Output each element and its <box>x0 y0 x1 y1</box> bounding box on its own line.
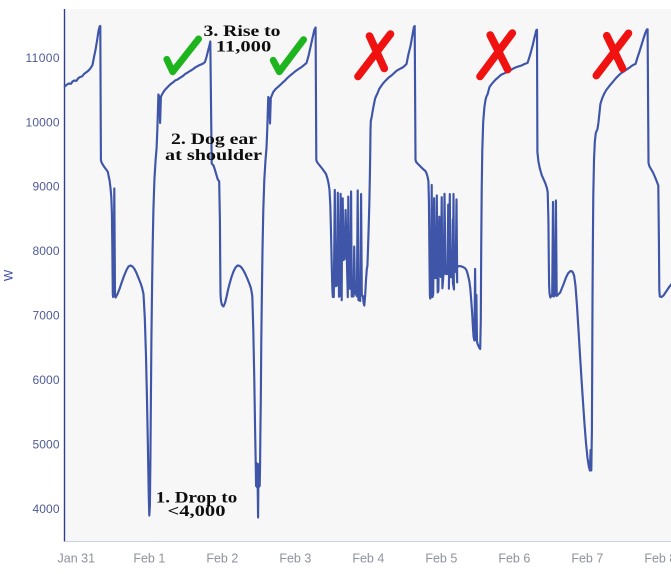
svg-text:9000: 9000 <box>33 180 60 194</box>
svg-text:6000: 6000 <box>33 373 60 387</box>
svg-text:8000: 8000 <box>33 244 60 258</box>
svg-text:2. Dog ear: 2. Dog ear <box>171 131 257 148</box>
svg-text:Feb 2: Feb 2 <box>206 552 238 566</box>
svg-text:11000: 11000 <box>26 51 60 65</box>
svg-text:Feb 8: Feb 8 <box>644 552 671 566</box>
svg-text:Feb 3: Feb 3 <box>279 552 311 566</box>
svg-text:Feb 1: Feb 1 <box>133 552 165 566</box>
svg-text:10000: 10000 <box>26 115 60 129</box>
svg-text:at shoulder: at shoulder <box>165 147 262 164</box>
svg-text:3. Rise to: 3. Rise to <box>204 23 281 40</box>
svg-text:Feb 7: Feb 7 <box>571 552 603 566</box>
svg-text:Feb 4: Feb 4 <box>352 552 384 566</box>
svg-text:Feb 6: Feb 6 <box>498 552 530 566</box>
svg-text:<4,000: <4,000 <box>168 503 226 520</box>
svg-text:4000: 4000 <box>33 502 60 516</box>
svg-text:Jan 31: Jan 31 <box>58 552 96 566</box>
svg-text:7000: 7000 <box>33 309 60 323</box>
svg-text:W: W <box>1 269 15 281</box>
svg-text:11,000: 11,000 <box>216 39 272 56</box>
svg-text:1. Drop to: 1. Drop to <box>156 489 238 506</box>
svg-text:Feb 5: Feb 5 <box>425 552 457 566</box>
svg-text:5000: 5000 <box>33 438 60 452</box>
